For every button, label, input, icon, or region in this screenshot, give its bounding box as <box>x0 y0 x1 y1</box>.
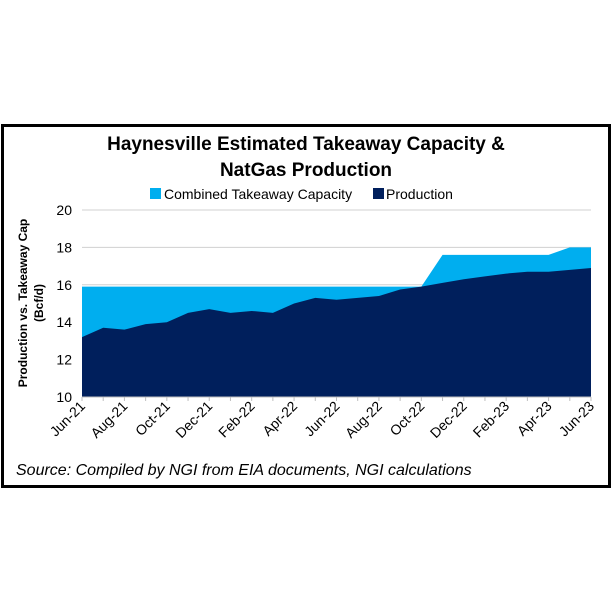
chart-title-line-2: NatGas Production <box>220 160 392 181</box>
x-tick-label: Feb-22 <box>215 398 258 441</box>
production-area <box>82 267 591 397</box>
y-tick-label: 12 <box>56 352 72 368</box>
legend-swatch-production <box>373 188 384 199</box>
y-tick-label: 18 <box>56 239 72 255</box>
x-tick-label: Aug-22 <box>342 398 385 441</box>
x-tick-label: Apr-23 <box>514 398 555 439</box>
y-tick-label: 14 <box>56 314 72 330</box>
chart-title-line-1: Haynesville Estimated Takeaway Capacity … <box>107 134 505 155</box>
x-tick-label: Feb-23 <box>470 398 513 441</box>
x-tick-label: Dec-21 <box>172 398 215 441</box>
y-axis-title-line-2: (Bcf/d) <box>32 284 46 322</box>
y-tick-label: 10 <box>56 389 72 405</box>
legend-label-capacity: Combined Takeaway Capacity <box>164 186 352 202</box>
x-tick-label: Aug-21 <box>87 398 130 441</box>
x-tick-label: Apr-22 <box>259 398 300 439</box>
x-tick-label: Oct-21 <box>132 398 173 439</box>
y-tick-label: 16 <box>56 277 72 293</box>
y-axis-title-line-1: Production vs. Takeaway Cap <box>16 219 30 388</box>
x-tick-label: Jun-23 <box>556 398 598 440</box>
source-note: Source: Compiled by NGI from EIA documen… <box>16 462 472 479</box>
x-tick-label: Dec-22 <box>427 398 470 441</box>
legend-label-production: Production <box>386 186 453 202</box>
x-tick-label: Oct-22 <box>386 398 427 439</box>
legend: Combined Takeaway Capacity Production <box>150 186 453 202</box>
legend-swatch-capacity <box>150 188 161 199</box>
y-tick-label: 20 <box>56 202 72 218</box>
x-tick-label: Jun-22 <box>301 398 343 440</box>
